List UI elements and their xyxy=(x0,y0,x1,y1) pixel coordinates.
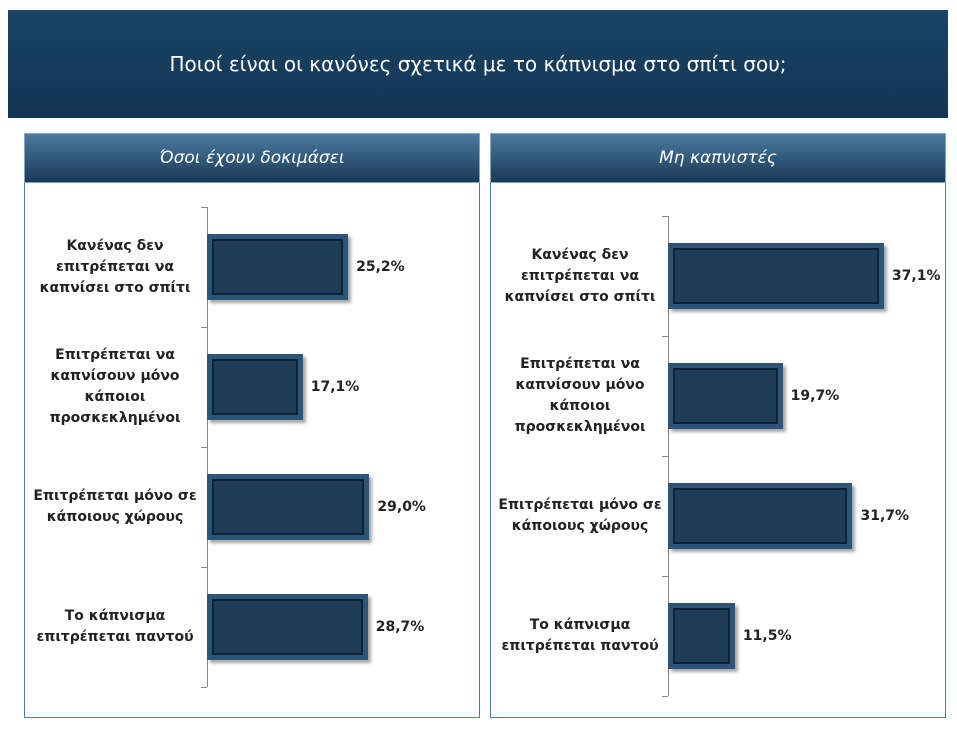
category-label: Το κάπνισμα επιτρέπεται παντού xyxy=(36,608,194,645)
panel-title: Μη καπνιστές xyxy=(490,133,946,183)
category-label: Επιτρέπεται να καπνίσουν μόνο κάποιοι πρ… xyxy=(49,347,181,426)
axis-tick xyxy=(662,456,668,457)
axis-tick xyxy=(201,207,207,208)
page-title: Ποιοί είναι οι κανόνες σχετικά με το κάπ… xyxy=(8,10,948,118)
axis-tick xyxy=(201,687,207,688)
bar xyxy=(668,603,735,669)
bar xyxy=(668,363,783,429)
value-label: 17,1% xyxy=(310,379,360,395)
value-label: 28,7% xyxy=(375,619,425,635)
value-label: 19,7% xyxy=(790,388,840,404)
axis-line xyxy=(668,216,669,696)
axis-tick xyxy=(201,327,207,328)
value-label: 37,1% xyxy=(891,268,941,284)
axis-tick xyxy=(662,576,668,577)
value-label: 11,5% xyxy=(742,628,792,644)
bar xyxy=(207,474,370,540)
category-label: Επιτρέπεται να καπνίσουν μόνο κάποιοι πρ… xyxy=(514,356,646,435)
bar xyxy=(668,483,853,549)
bar xyxy=(668,243,884,309)
axis-tick xyxy=(662,696,668,697)
axis-tick xyxy=(201,447,207,448)
panel-title: Όσοι έχουν δοκιμάσει xyxy=(24,133,480,183)
category-label: Κανένας δεν επιτρέπεται να καπνίσει στο … xyxy=(39,237,191,296)
category-label: Επιτρέπεται μόνο σε κάποιους χώρους xyxy=(498,497,662,534)
value-label: 31,7% xyxy=(860,508,910,524)
category-label: Επιτρέπεται μόνο σε κάποιους χώρους xyxy=(33,488,197,525)
axis-tick xyxy=(662,336,668,337)
bar xyxy=(207,354,303,420)
bar xyxy=(207,234,349,300)
category-label: Το κάπνισμα επιτρέπεται παντού xyxy=(501,617,659,654)
value-label: 25,2% xyxy=(356,259,405,275)
axis-tick xyxy=(662,216,668,217)
value-label: 29,0% xyxy=(377,499,426,515)
axis-line xyxy=(207,207,208,687)
category-label: Κανένας δεν επιτρέπεται να καπνίσει στο … xyxy=(504,246,656,305)
bar xyxy=(207,594,368,660)
axis-tick xyxy=(201,567,207,568)
